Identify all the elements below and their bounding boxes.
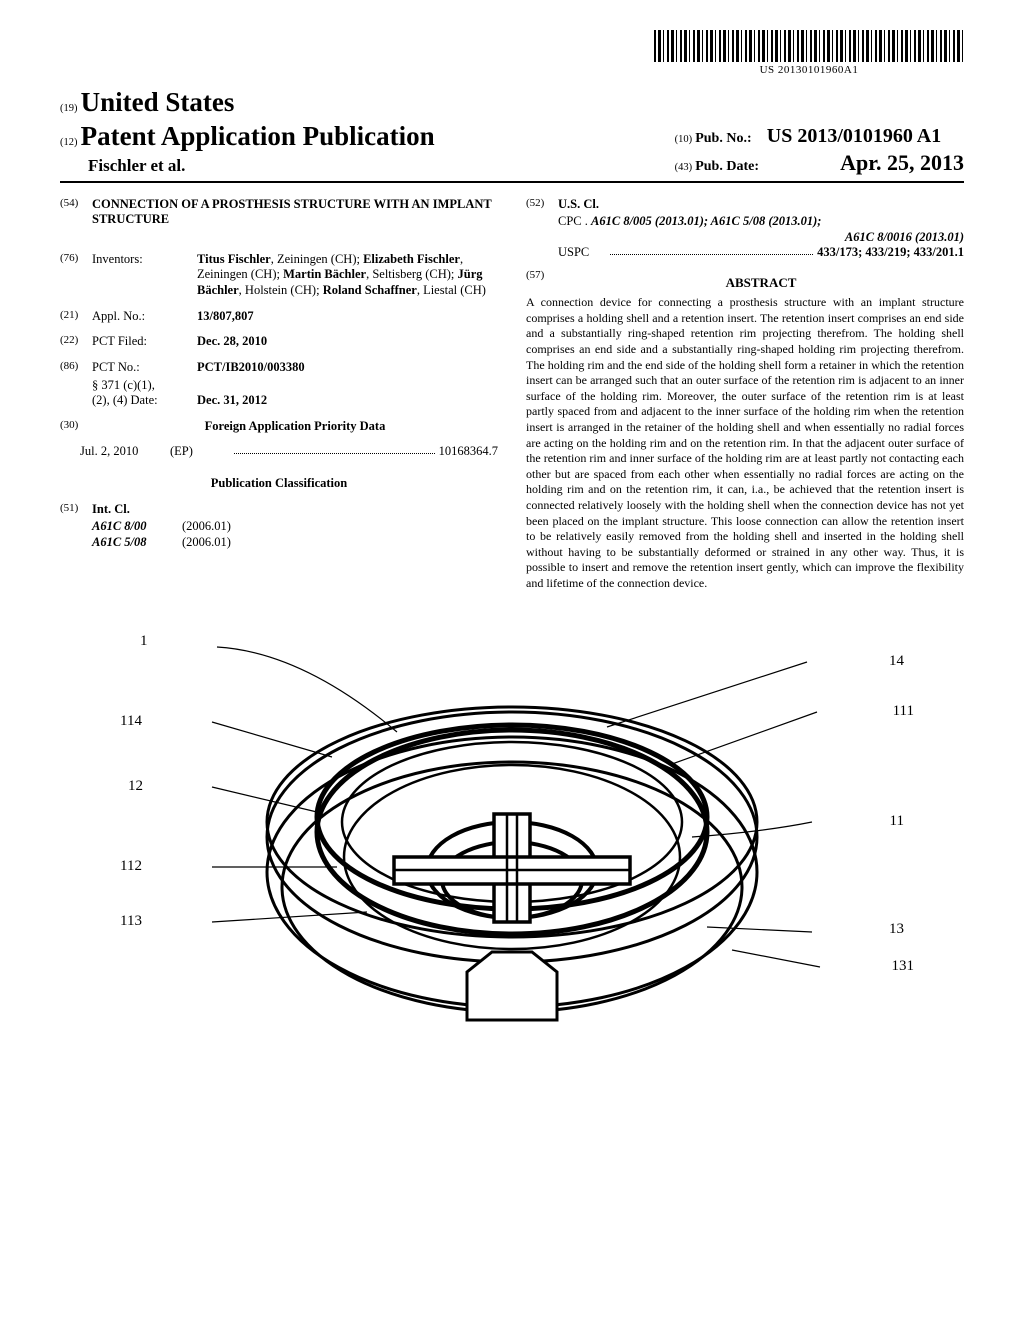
intcl-version: (2006.01)	[182, 519, 231, 535]
pct-filed-label: PCT Filed:	[92, 334, 197, 350]
cpc-line: CPC . A61C 8/005 (2013.01); A61C 5/08 (2…	[558, 214, 964, 230]
invention-title: CONNECTION OF A PROSTHESIS STRUCTURE WIT…	[92, 197, 498, 228]
callout-113: 113	[120, 912, 142, 931]
abstract-text: A connection device for connecting a pro…	[526, 295, 964, 591]
code-57: (57)	[526, 269, 558, 295]
callout-12: 12	[128, 777, 143, 796]
left-column: (54) CONNECTION OF A PROSTHESIS STRUCTUR…	[60, 197, 498, 592]
code-43: (43)	[675, 162, 693, 173]
callout-111: 111	[893, 702, 914, 721]
patent-figure: 1 114 12 112 113 14 111 11 13 131	[60, 622, 964, 1102]
inventor-loc: Liestal (CH)	[423, 283, 486, 297]
pub-no: US 2013/0101960 A1	[767, 125, 941, 147]
callout-131: 131	[892, 957, 915, 976]
callout-14: 14	[889, 652, 904, 671]
pub-no-label: Pub. No.:	[695, 131, 751, 146]
cpc-label: CPC	[558, 214, 582, 228]
inventor-loc: Zeiningen (CH)	[197, 267, 277, 281]
cpc-codes-1: A61C 8/005 (2013.01); A61C 5/08 (2013.01…	[591, 214, 821, 228]
appl-no-label: Appl. No.:	[92, 309, 197, 325]
callout-1: 1	[140, 632, 148, 651]
pub-date-label: Pub. Date:	[695, 159, 759, 174]
inventors-list: Titus Fischler, Zeiningen (CH); Elizabet…	[197, 252, 498, 299]
cpc-codes-2: A61C 8/0016 (2013.01)	[558, 230, 964, 246]
barcode-number: US 20130101960A1	[654, 64, 964, 78]
pct-no-label: PCT No.:	[92, 360, 197, 376]
pct-filed: Dec. 28, 2010	[197, 334, 498, 350]
callout-114: 114	[120, 712, 142, 731]
intcl-version: (2006.01)	[182, 535, 231, 551]
inventor-loc: Holstein (CH)	[245, 283, 316, 297]
appl-no: 13/807,807	[197, 309, 498, 325]
s371-date-label: (2), (4) Date:	[92, 393, 197, 409]
s371-label: § 371 (c)(1),	[92, 378, 197, 394]
foreign-priority-title: Foreign Application Priority Data	[92, 419, 498, 435]
inventor-loc: Seltisberg (CH)	[372, 267, 451, 281]
code-86: (86)	[60, 360, 92, 376]
uspc-label: USPC	[558, 245, 606, 261]
barcode	[654, 30, 964, 62]
code-76: (76)	[60, 252, 92, 299]
priority-country: (EP)	[170, 444, 230, 460]
right-column: (52) U.S. Cl. CPC . A61C 8/005 (2013.01)…	[526, 197, 964, 592]
intcl-label: Int. Cl.	[92, 502, 130, 518]
country: United States	[81, 87, 235, 117]
inventors-label: Inventors:	[92, 252, 197, 299]
code-22: (22)	[60, 334, 92, 350]
code-10: (10)	[675, 134, 693, 145]
code-19: (19)	[60, 103, 78, 114]
code-52: (52)	[526, 197, 558, 213]
figure-svg	[162, 622, 862, 1062]
uscl-label: U.S. Cl.	[558, 197, 599, 213]
pub-class-title: Publication Classification	[60, 476, 498, 492]
header-rule	[60, 181, 964, 183]
uspc-codes: 433/173; 433/219; 433/201.1	[817, 245, 964, 261]
pct-no: PCT/IB2010/003380	[197, 360, 498, 376]
priority-date: Jul. 2, 2010	[80, 444, 170, 460]
code-21: (21)	[60, 309, 92, 325]
priority-number: 10168364.7	[439, 444, 498, 460]
intcl-code: A61C 8/00	[92, 519, 182, 535]
code-51: (51)	[60, 502, 92, 518]
pub-type: Patent Application Publication	[81, 121, 435, 151]
callout-112: 112	[120, 857, 142, 876]
pub-date: Apr. 25, 2013	[840, 150, 964, 175]
callout-13: 13	[889, 920, 904, 939]
abstract-title: ABSTRACT	[558, 275, 964, 291]
inventor-loc: Zeiningen (CH)	[277, 252, 357, 266]
s371-date: Dec. 31, 2012	[197, 393, 498, 409]
intcl-code: A61C 5/08	[92, 535, 182, 551]
inventor-surname: Fischler et al.	[88, 156, 185, 175]
header-row: (19) United States (12) Patent Applicati…	[60, 86, 964, 177]
code-54: (54)	[60, 197, 92, 242]
priority-row: Jul. 2, 2010 (EP) 10168364.7	[60, 444, 498, 460]
code-30: (30)	[60, 419, 92, 435]
callout-11: 11	[890, 812, 904, 831]
barcode-area: US 20130101960A1	[60, 30, 964, 78]
bibliographic-columns: (54) CONNECTION OF A PROSTHESIS STRUCTUR…	[60, 197, 964, 592]
code-12: (12)	[60, 137, 78, 148]
